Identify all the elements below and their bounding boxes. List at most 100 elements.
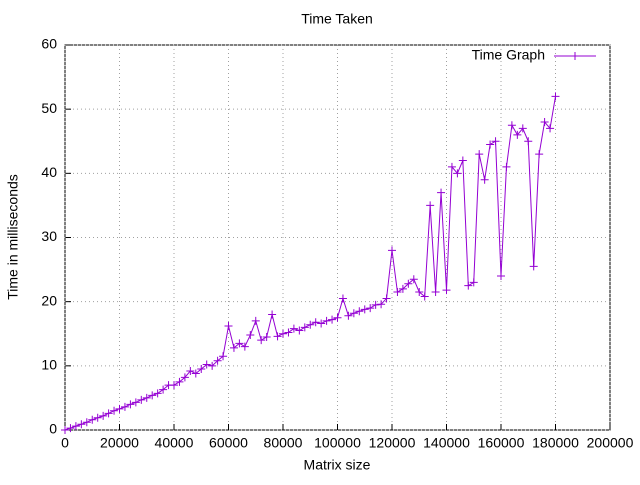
data-point xyxy=(159,385,168,394)
data-point xyxy=(524,137,533,146)
data-point xyxy=(393,288,402,297)
data-point xyxy=(246,331,255,340)
data-point xyxy=(328,315,337,324)
y-tick-label: 20 xyxy=(41,292,57,308)
data-point xyxy=(497,272,505,280)
data-point xyxy=(529,262,538,271)
data-point xyxy=(453,169,462,178)
data-point xyxy=(338,294,347,303)
data-point xyxy=(273,332,282,341)
data-point xyxy=(240,342,249,351)
data-point xyxy=(513,130,522,139)
data-point xyxy=(415,288,424,297)
data-point xyxy=(371,300,380,309)
data-point xyxy=(540,118,549,126)
y-tick-label: 10 xyxy=(41,357,57,373)
y-axis-label: Time in milliseconds xyxy=(5,174,21,300)
data-point xyxy=(120,402,129,411)
data-point xyxy=(153,389,162,398)
data-point xyxy=(306,320,315,329)
x-tick-label: 160000 xyxy=(478,435,525,451)
legend-label: Time Graph xyxy=(472,47,545,63)
data-point xyxy=(507,121,516,130)
x-tick-label: 60000 xyxy=(209,435,248,451)
x-tick-label: 0 xyxy=(61,435,69,451)
data-point xyxy=(88,415,97,424)
data-point xyxy=(61,426,69,434)
data-point xyxy=(546,124,555,133)
data-point xyxy=(464,281,473,290)
data-point xyxy=(66,424,75,433)
data-point xyxy=(262,332,271,341)
data-point xyxy=(360,305,369,314)
legend-marker xyxy=(571,52,579,60)
data-point xyxy=(202,360,211,369)
data-point xyxy=(311,318,320,327)
data-point xyxy=(104,409,113,418)
x-tick-label: 40000 xyxy=(155,435,194,451)
data-point xyxy=(398,284,407,293)
x-tick-label: 120000 xyxy=(369,435,416,451)
data-point xyxy=(355,307,364,316)
data-point xyxy=(235,339,244,348)
data-point xyxy=(475,150,484,159)
data-point xyxy=(388,246,396,255)
data-point xyxy=(180,373,189,382)
data-point xyxy=(224,322,233,331)
data-point xyxy=(93,413,102,422)
x-tick-label: 200000 xyxy=(587,435,634,451)
data-point xyxy=(300,323,309,332)
data-point xyxy=(437,188,446,197)
data-point xyxy=(518,124,527,133)
data-point xyxy=(77,420,86,429)
data-point xyxy=(535,150,544,159)
data-point xyxy=(251,316,260,325)
data-point xyxy=(82,418,91,427)
data-point xyxy=(333,313,342,322)
data-point xyxy=(257,336,266,345)
data-point xyxy=(175,377,184,386)
data-point xyxy=(191,369,200,378)
data-point xyxy=(137,395,146,404)
x-tick-label: 100000 xyxy=(314,435,361,451)
data-point xyxy=(208,361,217,370)
data-point xyxy=(349,309,358,318)
data-point xyxy=(409,275,418,284)
y-tick-label: 0 xyxy=(49,421,57,437)
data-point xyxy=(431,288,440,297)
data-point xyxy=(442,286,451,295)
data-point xyxy=(551,92,560,101)
data-point xyxy=(480,175,489,184)
data-point xyxy=(502,162,511,171)
data-point xyxy=(447,162,456,171)
x-axis-label: Matrix size xyxy=(304,457,371,473)
data-point xyxy=(289,324,298,333)
data-point xyxy=(279,329,287,338)
chart-title: Time Taken xyxy=(301,11,373,27)
x-tick-label: 20000 xyxy=(100,435,139,451)
data-point xyxy=(426,201,435,210)
data-point xyxy=(469,278,478,287)
y-tick-label: 30 xyxy=(41,228,57,244)
y-tick-label: 60 xyxy=(41,36,57,52)
data-point xyxy=(295,326,304,335)
data-point xyxy=(115,404,124,413)
x-tick-label: 80000 xyxy=(264,435,303,451)
data-point xyxy=(99,411,108,420)
data-point xyxy=(458,156,467,165)
data-point xyxy=(268,310,277,319)
data-point xyxy=(284,328,293,337)
data-point xyxy=(382,294,391,303)
data-point xyxy=(317,319,326,328)
data-point xyxy=(377,300,386,309)
data-point xyxy=(142,393,151,402)
data-point xyxy=(213,356,222,365)
x-tick-label: 140000 xyxy=(423,435,470,451)
data-point xyxy=(148,391,157,400)
data-point xyxy=(126,400,135,409)
data-point xyxy=(131,398,140,407)
data-point xyxy=(322,316,331,325)
data-point xyxy=(366,304,375,313)
y-tick-label: 40 xyxy=(41,164,57,180)
data-point xyxy=(110,406,119,415)
